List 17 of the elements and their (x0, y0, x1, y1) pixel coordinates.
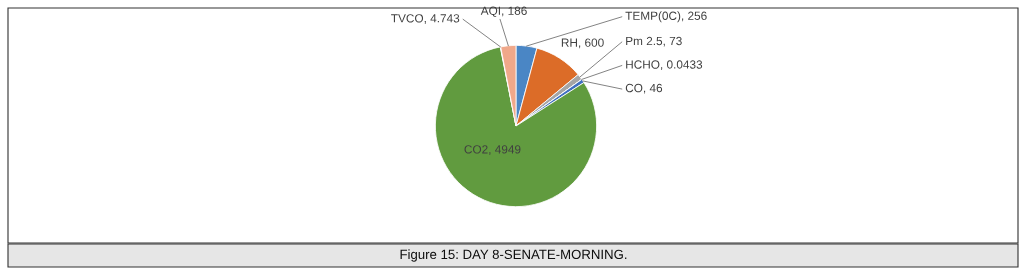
data-label: , 256 (682, 11, 707, 22)
data-label: , 46 (643, 83, 663, 94)
data-label: , 4949 (489, 145, 521, 155)
data-label: , 4.743 (424, 14, 460, 24)
caption: Figure 15: DAY 8-SENATE-MORNING. (400, 249, 627, 262)
data-label: , 73 (663, 36, 682, 47)
data-label: , 600 (579, 38, 604, 49)
slice-label: TEMP(0C) (625, 11, 681, 23)
slice-label: CO (625, 83, 643, 93)
slice-label: AQI (480, 6, 500, 18)
slice-label: HCHO (626, 60, 660, 69)
slice-label: Pm 2.5 (626, 36, 663, 46)
data-label: , 0.0433 (661, 60, 703, 71)
data-label: , 186 (502, 6, 527, 17)
slice-label: CO2 (464, 145, 488, 154)
slice-label: TVCO (391, 14, 424, 23)
slice-label: RH (561, 38, 577, 47)
